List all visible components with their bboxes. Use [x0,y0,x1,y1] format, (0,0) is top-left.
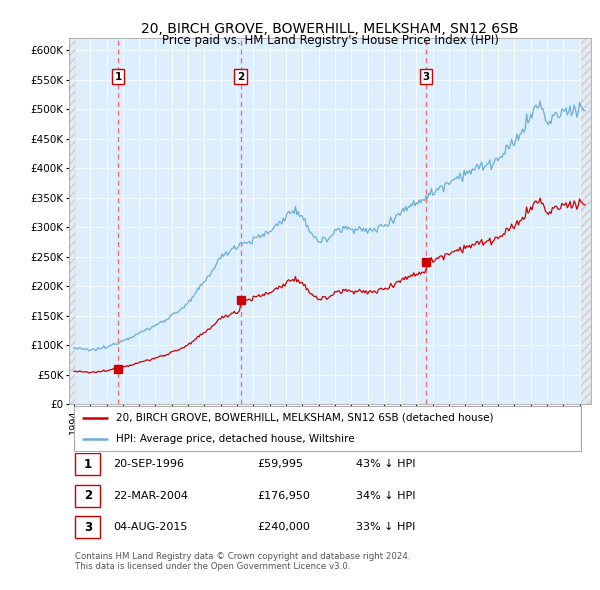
Text: £176,950: £176,950 [257,491,310,501]
FancyBboxPatch shape [74,406,581,451]
Text: Price paid vs. HM Land Registry's House Price Index (HPI): Price paid vs. HM Land Registry's House … [161,34,499,47]
Text: HPI: Average price, detached house, Wiltshire: HPI: Average price, detached house, Wilt… [116,434,355,444]
Text: 43% ↓ HPI: 43% ↓ HPI [356,459,416,469]
Text: 3: 3 [84,521,92,534]
FancyBboxPatch shape [75,516,100,539]
Text: £59,995: £59,995 [257,459,303,469]
Text: 3: 3 [422,72,430,82]
FancyBboxPatch shape [75,484,100,507]
Text: 1: 1 [115,72,122,82]
Text: 2: 2 [84,489,92,502]
Text: £240,000: £240,000 [257,522,310,532]
Text: 20-SEP-1996: 20-SEP-1996 [113,459,184,469]
Text: 20, BIRCH GROVE, BOWERHILL, MELKSHAM, SN12 6SB: 20, BIRCH GROVE, BOWERHILL, MELKSHAM, SN… [141,22,519,37]
FancyBboxPatch shape [75,453,100,476]
Text: 1: 1 [84,458,92,471]
Text: 04-AUG-2015: 04-AUG-2015 [113,522,188,532]
Text: Contains HM Land Registry data © Crown copyright and database right 2024.
This d: Contains HM Land Registry data © Crown c… [75,552,411,571]
Bar [69,38,75,404]
Text: 34% ↓ HPI: 34% ↓ HPI [356,491,416,501]
Text: 22-MAR-2004: 22-MAR-2004 [113,491,188,501]
Text: 20, BIRCH GROVE, BOWERHILL, MELKSHAM, SN12 6SB (detached house): 20, BIRCH GROVE, BOWERHILL, MELKSHAM, SN… [116,413,493,423]
Text: 2: 2 [237,72,244,82]
Text: 33% ↓ HPI: 33% ↓ HPI [356,522,415,532]
Bar [581,38,591,404]
